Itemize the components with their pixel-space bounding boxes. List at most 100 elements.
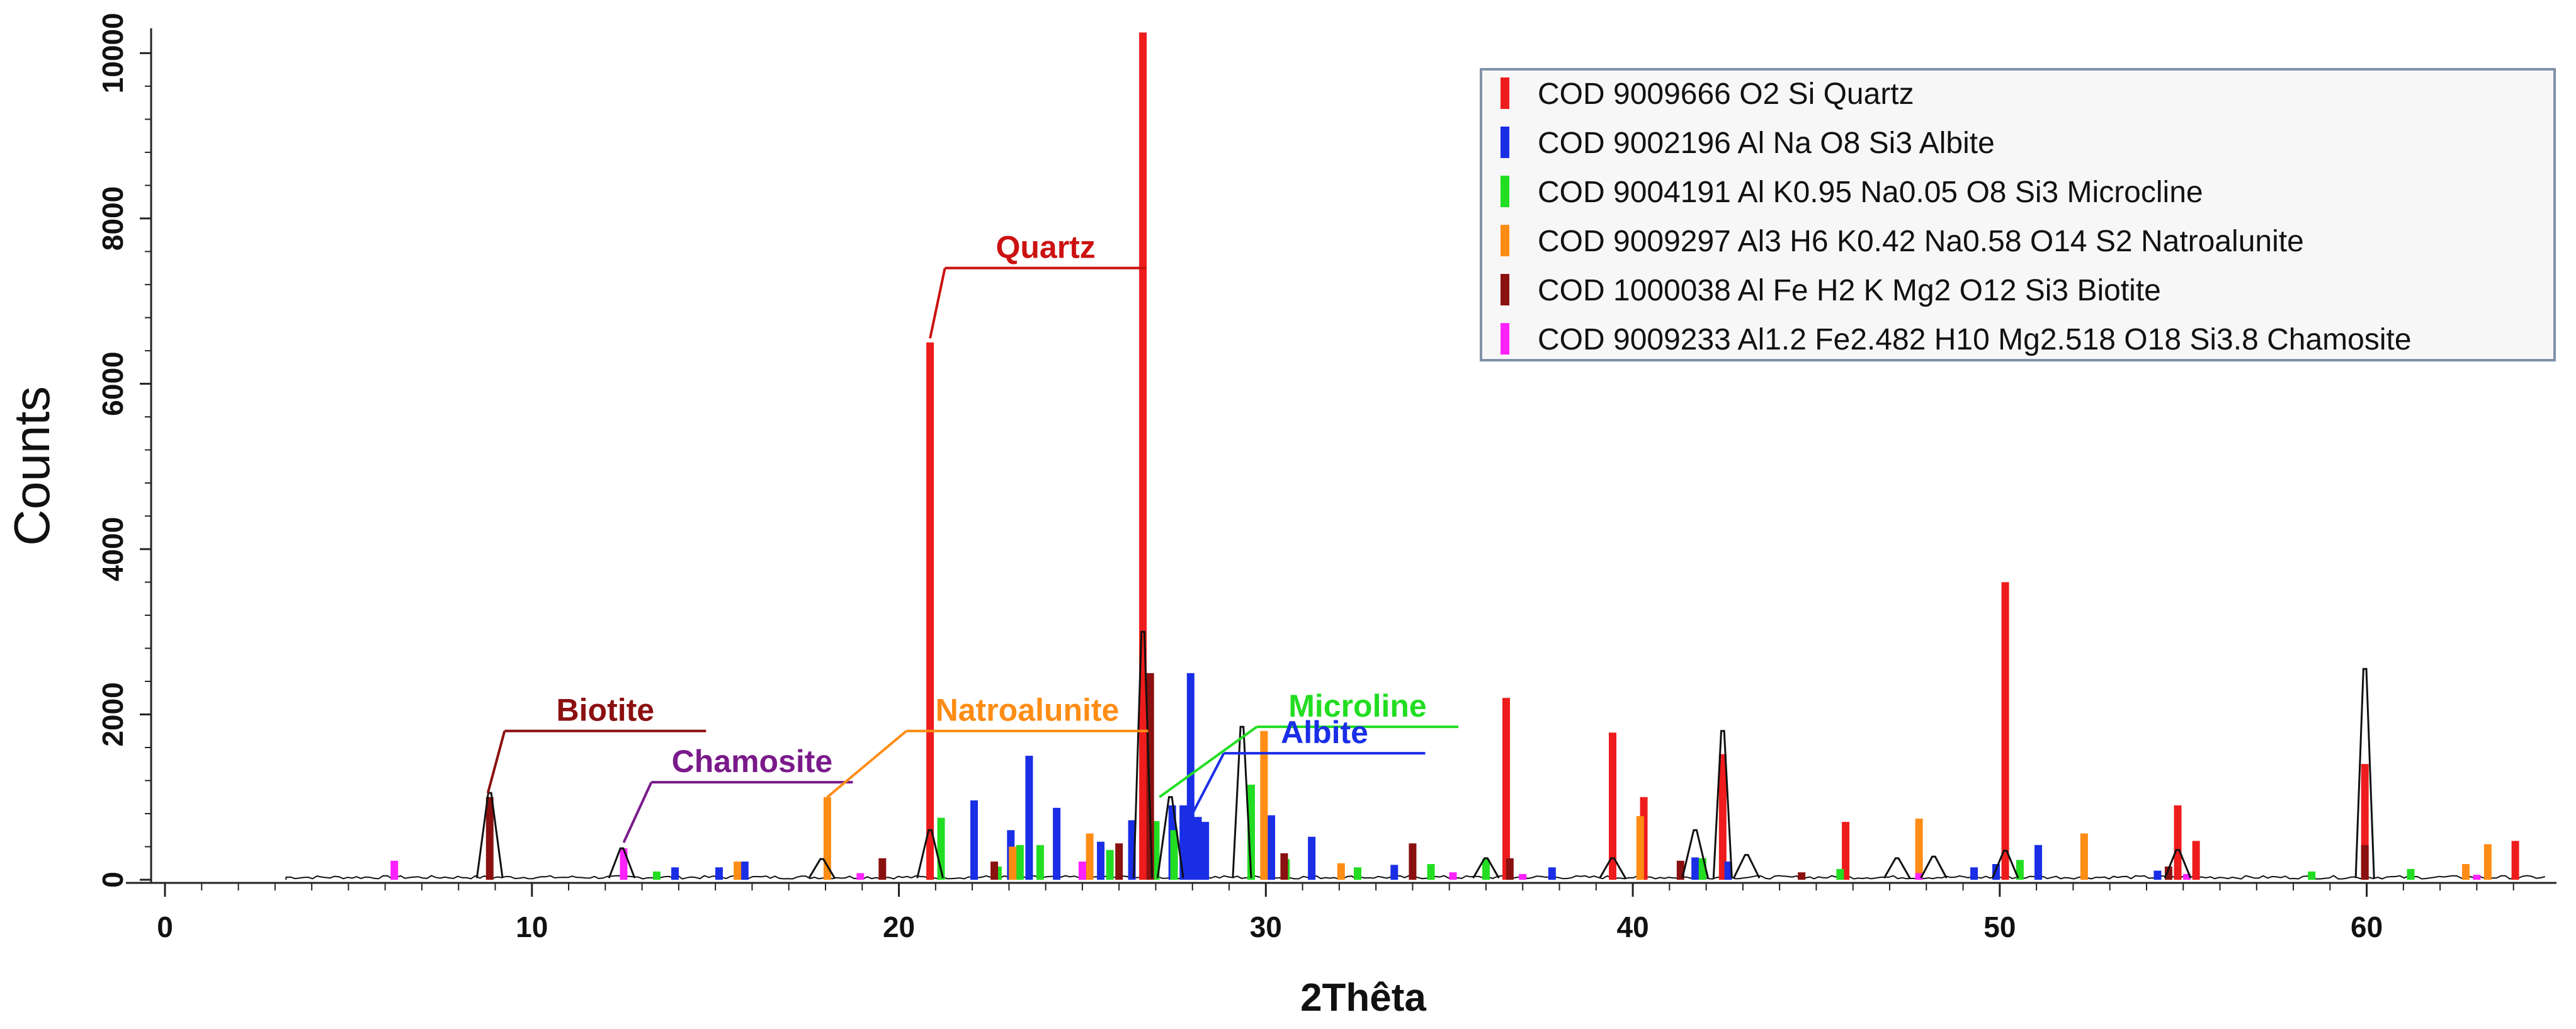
bar-biotite (2164, 866, 2172, 880)
measured-peak (1883, 857, 1911, 879)
measured-peak (475, 792, 504, 878)
bar-albite (1201, 822, 1210, 880)
bar-albite (1025, 756, 1033, 880)
bar-albite (1186, 673, 1194, 880)
bar-microcline (2016, 860, 2024, 880)
bar-natroalunite (1260, 731, 1268, 880)
axes: 0 10 20 30 40 50 60 0 2000 4000 6000 8000 10000 2Th… (4, 13, 2556, 1020)
annotation-leader (826, 730, 907, 799)
annotation-leader (1159, 725, 1258, 799)
bar-biotite (1115, 843, 1123, 880)
legend: COD 9009666 O2 Si Quartz COD 9002196 Al N… (1480, 68, 2556, 361)
annotation-label: Natroalunite (936, 693, 1120, 728)
measured-peak (1232, 725, 1252, 878)
y-tick-label: 4000 (96, 517, 129, 581)
bar-natroalunite (2461, 864, 2470, 880)
annotation-chamosite: Chamosite (622, 744, 853, 843)
bar-biotite (1146, 673, 1154, 880)
annotation-leader (929, 268, 946, 339)
bar-quartz (2511, 841, 2519, 880)
x-ticks: 0 10 20 30 40 50 60 (157, 883, 2514, 943)
bar-microcline (1482, 859, 1490, 880)
legend-box (1480, 68, 2556, 361)
bar-biotite (2361, 844, 2369, 880)
measured-peak (1991, 850, 2019, 878)
bar-chamosite (620, 848, 628, 880)
annotation-leader (622, 782, 653, 843)
bar-albite (1053, 807, 1061, 880)
bar-albite (715, 867, 723, 880)
measured-peak (1712, 730, 1733, 878)
bar-chamosite (1449, 872, 1457, 880)
y-axis-label: Counts (4, 386, 60, 545)
bar-quartz (1139, 32, 1147, 880)
bar-microcline (1016, 844, 1024, 880)
annotation-leader (486, 731, 506, 793)
measured-peak (2354, 668, 2375, 878)
bar-biotite (1280, 853, 1288, 880)
bar-microcline (2308, 871, 2316, 880)
measured-peak (608, 847, 636, 878)
bar-albite (1308, 836, 1316, 880)
x-tick-label: 0 (157, 911, 173, 943)
bar-chamosite (1915, 873, 1923, 880)
y-tick-label: 2000 (96, 682, 129, 746)
y-tick-label: 8000 (96, 186, 129, 251)
annotation-microline: Microline (1159, 688, 1458, 799)
y-tick-label: 6000 (96, 351, 129, 416)
peak-annotations: Quartz Biotite Chamosite Natroalunite Microl… (486, 230, 1458, 843)
bar-albite (1179, 805, 1188, 880)
bar-quartz (1502, 698, 1511, 880)
legend-swatch (1501, 323, 1509, 355)
legend-item-4: COD 9009297 Al3 H6 K0.42 Na0.58 O14 S2 N… (1501, 225, 2304, 258)
annotation-quartz: Quartz (929, 230, 1147, 339)
bar-chamosite (1078, 861, 1086, 880)
measured-peak (1732, 854, 1761, 879)
legend-swatch (1501, 176, 1509, 207)
measured-peak (1133, 630, 1154, 878)
bar-albite (2153, 870, 2162, 880)
legend-item-1: COD 9009666 O2 Si Quartz (1501, 77, 1914, 111)
y-tick-label: 0 (96, 872, 129, 888)
annotation-label: Biotite (557, 693, 655, 728)
bar-albite (1097, 841, 1105, 880)
legend-item-3: COD 9004191 Al K0.95 Na0.05 O8 Si3 Micro… (1501, 176, 2203, 209)
bar-albite (1194, 817, 1202, 880)
x-tick-label: 10 (516, 911, 548, 943)
bar-chamosite (1519, 873, 1527, 880)
bar-microcline (1427, 864, 1435, 880)
bar-quartz (1718, 754, 1727, 880)
bar-natroalunite (2080, 833, 2088, 880)
bar-chamosite (856, 873, 865, 880)
measured-pattern (475, 630, 2375, 879)
bar-natroalunite (2483, 844, 2492, 880)
bar-albite (1268, 815, 1276, 880)
bar-natroalunite (1915, 818, 1923, 880)
annotation-albite: Albite (1191, 715, 1426, 814)
annotation-label: Microline (1288, 688, 1426, 724)
bar-albite (1970, 867, 1978, 880)
bar-natroalunite (734, 861, 742, 880)
annotation-label: Quartz (996, 230, 1095, 265)
y-tick-label: 10000 (96, 13, 129, 93)
bar-chamosite (2183, 873, 2191, 880)
legend-items: COD 9009666 O2 Si Quartz COD 9002196 Al N… (1501, 77, 2412, 356)
legend-swatch (1501, 127, 1509, 158)
bar-microcline (652, 871, 661, 880)
legend-swatch (1501, 274, 1509, 305)
legend-item-5: COD 1000038 Al Fe H2 K Mg2 O12 Si3 Bioti… (1501, 274, 2161, 307)
bar-quartz (926, 342, 934, 880)
annotation-label: Chamosite (672, 744, 833, 779)
bar-albite (1724, 861, 1732, 880)
bar-quartz (2174, 805, 2182, 880)
bar-biotite (1506, 858, 1514, 880)
measured-peak (2164, 849, 2192, 878)
legend-swatch (1501, 77, 1509, 109)
annotation-label: Albite (1281, 715, 1368, 750)
legend-label: COD 1000038 Al Fe H2 K Mg2 O12 Si3 Bioti… (1538, 274, 2161, 307)
bar-natroalunite (1337, 863, 1345, 880)
bar-microcline (1354, 867, 1361, 880)
legend-item-6: COD 9009233 Al1.2 Fe2.482 H10 Mg2.518 O1… (1501, 323, 2412, 356)
bar-biotite (990, 861, 999, 880)
